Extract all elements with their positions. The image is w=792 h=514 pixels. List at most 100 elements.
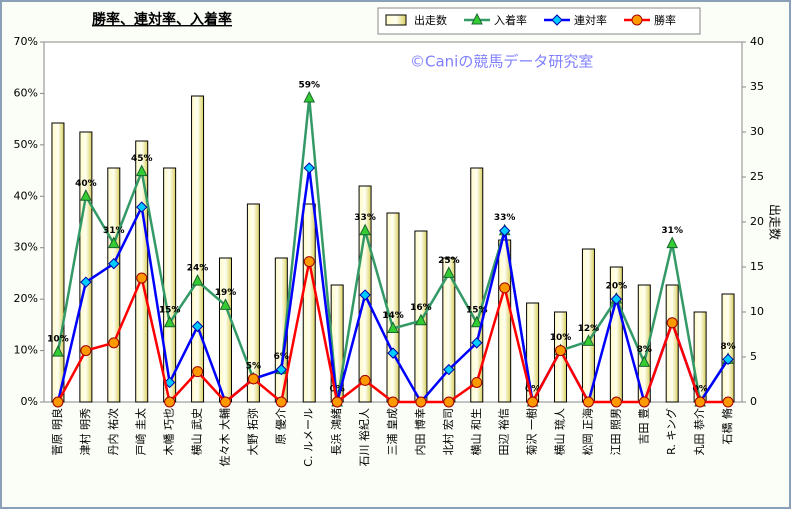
y-tick-label: 60% bbox=[14, 86, 38, 99]
legend-marker bbox=[551, 14, 563, 26]
bar bbox=[386, 212, 400, 403]
x-tick-label: 大野 拓弥 bbox=[245, 408, 259, 456]
y2-tick-label: 20 bbox=[750, 215, 764, 228]
data-label: 45% bbox=[131, 154, 153, 164]
data-label: 15% bbox=[159, 305, 181, 315]
legend-label: 出走数 bbox=[414, 13, 447, 27]
marker bbox=[471, 337, 483, 349]
bar bbox=[246, 203, 260, 403]
marker bbox=[471, 376, 483, 388]
x-tick-label: 江田 照男 bbox=[609, 408, 622, 456]
x-tick-label: 北村 宏司 bbox=[441, 408, 455, 456]
marker bbox=[303, 256, 315, 268]
data-label: 20% bbox=[606, 282, 628, 292]
data-label: 8% bbox=[637, 345, 652, 355]
data-label: 10% bbox=[550, 333, 572, 343]
data-label: 15% bbox=[466, 305, 488, 315]
y-tick-label: 50% bbox=[14, 138, 38, 151]
bar bbox=[218, 257, 232, 403]
x-tick-label: 石川 裕紀人 bbox=[358, 408, 371, 467]
marker bbox=[527, 396, 539, 408]
data-label: 14% bbox=[382, 311, 404, 321]
bar bbox=[79, 131, 93, 403]
y2-tick-label: 40 bbox=[750, 35, 764, 48]
marker bbox=[638, 355, 651, 367]
marker bbox=[415, 313, 427, 326]
marker bbox=[136, 201, 148, 213]
y-tick-label: 70% bbox=[14, 35, 38, 48]
marker bbox=[582, 334, 595, 346]
marker bbox=[443, 266, 455, 278]
marker bbox=[443, 396, 455, 408]
marker bbox=[80, 189, 92, 201]
marker bbox=[387, 396, 399, 408]
marker bbox=[191, 274, 204, 286]
marker bbox=[303, 162, 315, 174]
legend-label: 入着率 bbox=[494, 13, 527, 27]
marker bbox=[610, 396, 622, 408]
x-tick-label: 原 優介 bbox=[274, 408, 287, 445]
bar bbox=[163, 167, 177, 403]
x-tick-label: C. ルメール bbox=[302, 408, 315, 467]
legend-label: 勝率 bbox=[654, 13, 676, 27]
marker bbox=[192, 366, 204, 378]
marker bbox=[498, 225, 511, 237]
bar bbox=[302, 203, 316, 403]
x-tick-label: 戸崎 圭太 bbox=[134, 408, 148, 456]
marker bbox=[163, 376, 176, 389]
x-tick-label: 長浜 鴻緒 bbox=[329, 408, 343, 456]
data-label: 10% bbox=[47, 335, 69, 345]
data-label: 40% bbox=[75, 179, 97, 189]
marker bbox=[303, 90, 316, 103]
legend-label: 連対率 bbox=[574, 13, 607, 27]
marker bbox=[52, 396, 64, 408]
marker bbox=[80, 345, 92, 357]
marker bbox=[666, 317, 678, 329]
marker bbox=[108, 257, 120, 270]
data-label: 0% bbox=[330, 385, 345, 395]
bar bbox=[665, 284, 679, 403]
marker bbox=[52, 344, 64, 357]
y2-tick-label: 10 bbox=[750, 305, 764, 318]
y2-tick-label: 0 bbox=[750, 395, 757, 408]
x-tick-label: 三浦 皇成 bbox=[385, 408, 399, 456]
data-label: 24% bbox=[187, 264, 209, 274]
bar bbox=[191, 95, 205, 403]
marker bbox=[275, 363, 288, 376]
data-label: 0% bbox=[692, 385, 707, 395]
legend-marker bbox=[631, 14, 643, 26]
x-tick-label: 津村 明秀 bbox=[78, 408, 92, 456]
marker bbox=[359, 223, 371, 236]
data-label: 6% bbox=[274, 352, 289, 362]
data-label: 12% bbox=[578, 324, 600, 334]
marker bbox=[80, 276, 92, 288]
data-label: 0% bbox=[525, 385, 540, 395]
data-label: 59% bbox=[298, 81, 320, 91]
marker bbox=[722, 353, 734, 366]
y-tick-label: 40% bbox=[14, 189, 38, 202]
chart-title: 勝率、連対率、入着率 bbox=[92, 11, 232, 28]
bar bbox=[107, 167, 121, 403]
marker bbox=[164, 396, 176, 408]
marker bbox=[136, 272, 148, 284]
marker bbox=[638, 396, 650, 408]
data-label: 25% bbox=[438, 256, 460, 266]
marker bbox=[499, 282, 511, 294]
marker bbox=[163, 315, 176, 328]
marker bbox=[359, 289, 371, 301]
y-tick-label: 30% bbox=[14, 241, 38, 254]
x-tick-label: 吉田 豊 bbox=[637, 408, 650, 445]
x-tick-label: 内田 博幸 bbox=[413, 408, 427, 456]
data-label: 16% bbox=[410, 303, 432, 313]
data-label: 31% bbox=[103, 226, 125, 236]
marker bbox=[275, 396, 287, 408]
marker bbox=[610, 293, 623, 305]
x-tick-label: 佐々木 大輔 bbox=[217, 408, 231, 467]
marker bbox=[387, 347, 399, 359]
y2-tick-label: 5 bbox=[750, 350, 757, 363]
x-tick-label: 石橋 脩 bbox=[720, 408, 734, 445]
x-tick-label: R. キング bbox=[664, 408, 678, 455]
y2-tick-label: 15 bbox=[750, 260, 764, 273]
bar bbox=[51, 122, 65, 403]
